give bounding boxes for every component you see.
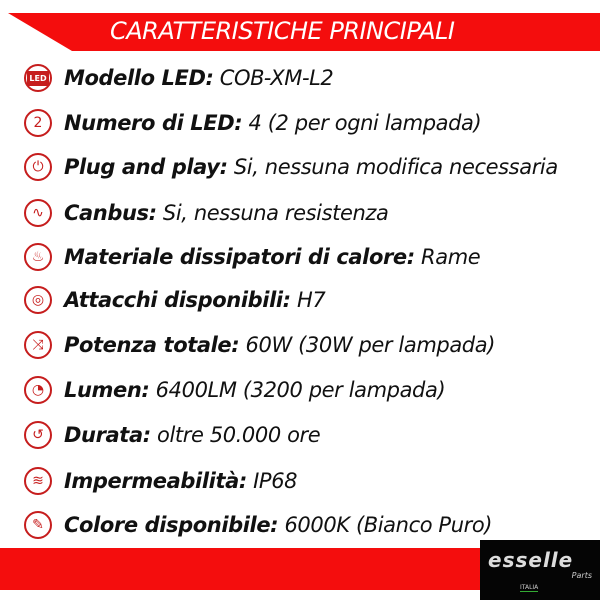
feature-value: Si, nessuna modifica necessaria xyxy=(227,155,558,179)
feature-label: Plug and play: xyxy=(64,155,228,179)
icon-glyph: ✎ xyxy=(32,517,44,533)
feature-row: ◎ Attacchi disponibili: H7 xyxy=(24,280,326,320)
icon-glyph: ↺ xyxy=(32,427,44,443)
water-icon: ≋ xyxy=(24,467,52,495)
feature-value: 6400LM (3200 per lampada) xyxy=(149,378,446,402)
feature-value: 60W (30W per lampada) xyxy=(239,333,496,357)
feature-row: ♨ Materiale dissipatori di calore: Rame xyxy=(24,237,481,277)
icon-glyph: ≋ xyxy=(32,473,44,489)
feature-label: Modello LED: xyxy=(64,66,214,90)
feature-text: Durata: oltre 50.000 ore xyxy=(64,423,321,447)
feature-value: Si, nessuna resistenza xyxy=(156,201,389,225)
number-two-icon: 2 xyxy=(24,109,52,137)
power-icon: ⤨ xyxy=(24,331,52,359)
icon-glyph: 2 xyxy=(33,115,43,131)
feature-row: ◔ Lumen: 6400LM (3200 per lampada) xyxy=(24,370,446,410)
page-title: CARATTERISTICHE PRINCIPALI xyxy=(110,17,455,45)
feature-label: Durata: xyxy=(64,423,151,447)
feature-value: COB-XM-L2 xyxy=(213,66,334,90)
feature-text: Lumen: 6400LM (3200 per lampada) xyxy=(64,378,446,402)
feature-text: Plug and play: Si, nessuna modifica nece… xyxy=(64,155,558,179)
logo-name: esselle xyxy=(488,548,574,572)
feature-label: Numero di LED: xyxy=(64,111,243,135)
feature-text: Numero di LED: 4 (2 per ogni lampada) xyxy=(64,111,482,135)
icon-glyph: ◔ xyxy=(31,382,45,398)
plug-icon: ⏻ xyxy=(24,153,52,181)
resistor-icon: ∿ xyxy=(24,199,52,227)
feature-text: Attacchi disponibili: H7 xyxy=(64,288,326,312)
feature-label: Materiale dissipatori di calore: xyxy=(64,245,415,269)
feature-row: ∿ Canbus: Si, nessuna resistenza xyxy=(24,193,389,233)
feature-text: Materiale dissipatori di calore: Rame xyxy=(64,245,481,269)
brand-logo: esselle Parts ITALIA xyxy=(480,540,600,600)
icon-glyph: ⏻ xyxy=(32,159,44,175)
feature-text: Impermeabilità: IP68 xyxy=(64,469,298,493)
icon-glyph: ♨ xyxy=(31,249,45,265)
feature-value: IP68 xyxy=(246,469,298,493)
feature-row: ⏻ Plug and play: Si, nessuna modifica nec… xyxy=(24,147,558,187)
header-banner xyxy=(8,13,600,51)
feature-label: Lumen: xyxy=(64,378,150,402)
brush-icon: ✎ xyxy=(24,511,52,539)
feature-label: Canbus: xyxy=(64,201,157,225)
feature-value: H7 xyxy=(290,288,326,312)
feature-row: ⤨ Potenza totale: 60W (30W per lampada) xyxy=(24,325,495,365)
clock-icon: ↺ xyxy=(24,421,52,449)
feature-label: Potenza totale: xyxy=(64,333,240,357)
feature-row: LED Modello LED: COB-XM-L2 xyxy=(24,58,334,98)
feature-value: oltre 50.000 ore xyxy=(150,423,321,447)
icon-glyph: ◎ xyxy=(31,292,45,308)
feature-row: ≋ Impermeabilità: IP68 xyxy=(24,461,298,501)
led-icon: LED xyxy=(24,64,52,92)
feature-row: ✎ Colore disponibile: 6000K (Bianco Puro) xyxy=(24,505,492,545)
logo-sub: Parts xyxy=(571,571,592,580)
icon-glyph: ∿ xyxy=(32,205,44,221)
feature-value: 6000K (Bianco Puro) xyxy=(278,513,493,537)
icon-glyph: ⤨ xyxy=(32,337,44,353)
logo-country: ITALIA xyxy=(520,584,539,592)
gauge-icon: ◔ xyxy=(24,376,52,404)
feature-row: 2 Numero di LED: 4 (2 per ogni lampada) xyxy=(24,103,482,143)
feature-value: Rame xyxy=(414,245,481,269)
feature-label: Impermeabilità: xyxy=(64,469,247,493)
feature-label: Attacchi disponibili: xyxy=(64,288,291,312)
socket-icon: ◎ xyxy=(24,286,52,314)
bottom-band xyxy=(0,548,482,590)
feature-value: 4 (2 per ogni lampada) xyxy=(242,111,482,135)
feature-label: Colore disponibile: xyxy=(64,513,279,537)
icon-glyph: LED xyxy=(27,70,49,86)
heat-icon: ♨ xyxy=(24,243,52,271)
feature-text: Potenza totale: 60W (30W per lampada) xyxy=(64,333,495,357)
feature-row: ↺ Durata: oltre 50.000 ore xyxy=(24,415,321,455)
feature-text: Canbus: Si, nessuna resistenza xyxy=(64,201,389,225)
feature-text: Colore disponibile: 6000K (Bianco Puro) xyxy=(64,513,492,537)
feature-text: Modello LED: COB-XM-L2 xyxy=(64,66,334,90)
